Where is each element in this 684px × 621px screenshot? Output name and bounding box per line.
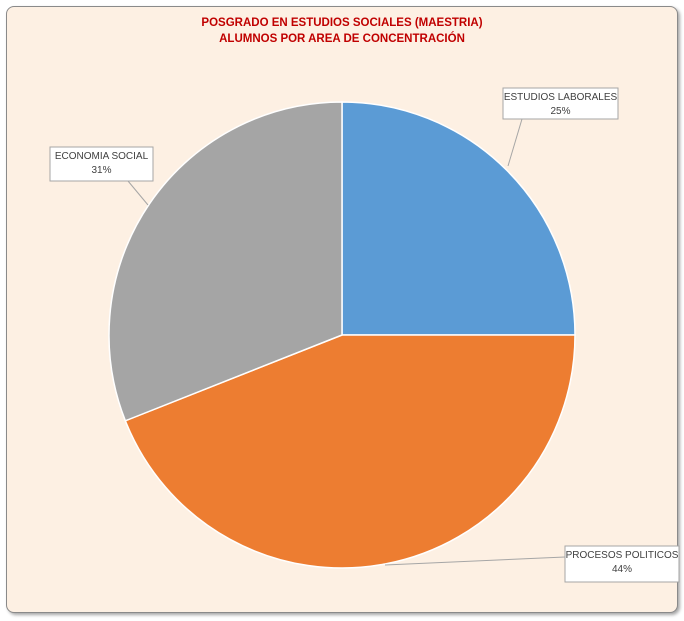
data-label-procesos-politicos: PROCESOS POLITICOS 44%: [384, 545, 680, 583]
leader-line: [507, 118, 523, 167]
pie-slice-procesos-politicos: [124, 334, 576, 569]
pie-slice-estudios-laborales: [341, 101, 576, 336]
data-label-box: [49, 146, 154, 182]
data-label-value: 31%: [91, 165, 111, 176]
chart-title-line-2: ALUMNOS POR AREA DE CONCENTRACIÓN: [219, 33, 465, 45]
leader-line: [384, 556, 566, 566]
data-label-economia-social: ECONOMIA SOCIAL 31%: [49, 146, 154, 206]
data-label-value: 25%: [550, 106, 570, 117]
data-label-category: ECONOMIA SOCIAL: [55, 151, 149, 162]
data-label-box: [564, 545, 680, 583]
data-label-category: PROCESOS POLITICOS: [566, 550, 679, 561]
pie-slice-economia-social: [108, 101, 343, 422]
data-label-estudios-laborales: ESTUDIOS LABORALES 25%: [502, 87, 619, 167]
data-label-box: [502, 87, 619, 120]
data-label-category: ESTUDIOS LABORALES: [504, 92, 618, 103]
data-label-value: 44%: [612, 564, 632, 575]
chart-title-line-1: POSGRADO EN ESTUDIOS SOCIALES (MAESTRIA): [201, 17, 483, 29]
leader-line: [127, 180, 149, 206]
